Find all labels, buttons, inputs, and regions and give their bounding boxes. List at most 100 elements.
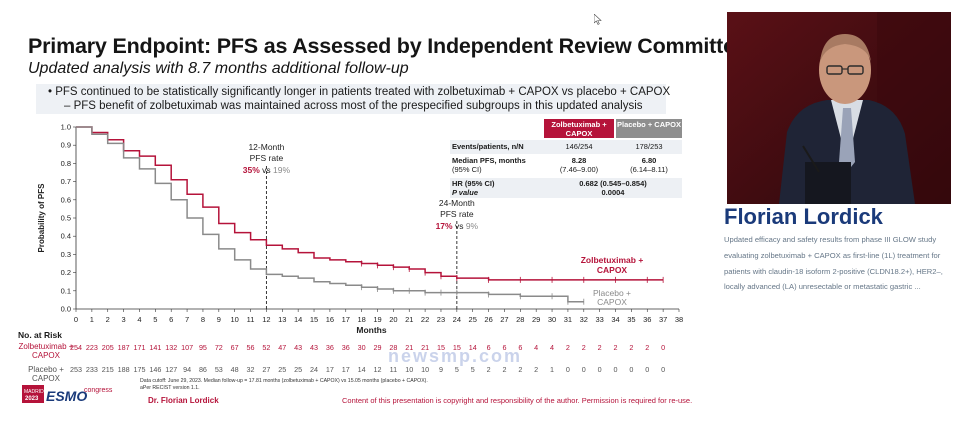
talk-description: Updated efficacy and safety results from… [724,235,943,292]
risk-value-placebo: 2 [487,365,491,374]
annotation-12m-vs: vs [262,165,273,175]
series-label-zolbetuximab: Zolbetuximab + [581,255,644,265]
x-tick-label: 27 [500,315,508,324]
watermark: newsmp.com [388,346,523,366]
risk-value-placebo: 215 [102,365,114,374]
y-tick-label: 0.0 [61,305,71,314]
x-tick-label: 2 [106,315,110,324]
x-axis-title: Months [356,325,386,335]
mouse-cursor-icon [594,14,602,25]
risk-label-placebo-2: CAPOX [32,374,61,383]
risk-value-zolbetuximab: 36 [342,343,350,352]
x-tick-label: 11 [247,315,255,324]
risk-value-placebo: 17 [326,365,334,374]
table-head-placebo: Placebo + CAPOX [616,119,682,138]
risk-value-zolbetuximab: 141 [149,343,161,352]
risk-value-zolbetuximab: 21 [421,343,429,352]
svg-text:ESMO: ESMO [46,388,87,404]
risk-value-placebo: 27 [262,365,270,374]
risk-value-placebo: 10 [405,365,413,374]
risk-value-placebo: 94 [183,365,191,374]
series-line-zolbetuximab [76,126,664,281]
presenter-name: Dr. Florian Lordick [148,396,219,405]
annotation-24m-zolbe: 17% [436,221,455,231]
svg-text:MADRID: MADRID [24,389,44,395]
x-tick-label: 6 [169,315,173,324]
x-tick-label: 32 [580,315,588,324]
risk-value-zolbetuximab: 4 [534,343,538,352]
table-row-hr: HR (95% CI) P value 0.682 (0.545–0.854) 0.… [450,178,682,198]
risk-value-zolbetuximab: 43 [310,343,318,352]
y-tick-label: 0.7 [61,177,71,186]
x-tick-label: 18 [357,315,365,324]
x-tick-label: 36 [643,315,651,324]
copyright-note: Content of this presentation is copyrigh… [342,396,693,405]
risk-label-placebo: Placebo + [28,365,64,374]
risk-value-zolbetuximab: 29 [374,343,382,352]
risk-value-placebo: 0 [614,365,618,374]
annotation-24m-title: 24-Month [439,198,475,208]
risk-header: No. at Risk [18,330,62,340]
risk-value-placebo: 24 [310,365,318,374]
risk-value-zolbetuximab: 52 [262,343,270,352]
x-tick-label: 29 [532,315,540,324]
annotation-12m-zolbe: 35% [243,165,262,175]
risk-value-zolbetuximab: 107 [181,343,193,352]
footnote: Data cutoff: June 29, 2023. Median follo… [140,378,428,391]
x-tick-label: 35 [627,315,635,324]
x-tick-label: 24 [453,315,461,324]
risk-value-placebo: 0 [598,365,602,374]
risk-value-placebo: 10 [421,365,429,374]
risk-value-placebo: 17 [342,365,350,374]
risk-value-zolbetuximab: 223 [86,343,98,352]
x-tick-label: 8 [201,315,205,324]
x-tick-label: 12 [262,315,270,324]
risk-value-placebo: 0 [661,365,665,374]
risk-value-placebo: 146 [149,365,161,374]
x-tick-label: 0 [74,315,78,324]
risk-value-zolbetuximab: 6 [518,343,522,352]
x-tick-label: 37 [659,315,667,324]
risk-value-placebo: 48 [231,365,239,374]
risk-value-zolbetuximab: 6 [502,343,506,352]
x-tick-label: 7 [185,315,189,324]
y-tick-label: 0.1 [61,286,71,295]
risk-value-zolbetuximab: 2 [598,343,602,352]
slide-title: Primary Endpoint: PFS as Assessed by Ind… [28,34,753,59]
x-tick-label: 17 [342,315,350,324]
risk-value-zolbetuximab: 2 [629,343,633,352]
x-tick-label: 38 [675,315,683,324]
risk-value-placebo: 175 [133,365,145,374]
x-tick-label: 10 [231,315,239,324]
risk-value-zolbetuximab: 2 [645,343,649,352]
risk-value-zolbetuximab: 21 [405,343,413,352]
y-tick-label: 0.2 [61,268,71,277]
y-tick-label: 0.8 [61,159,71,168]
risk-value-placebo: 5 [455,365,459,374]
risk-value-placebo: 12 [374,365,382,374]
risk-value-placebo: 11 [390,365,397,374]
risk-value-placebo: 0 [629,365,633,374]
risk-value-placebo: 253 [70,365,82,374]
x-tick-label: 1 [90,315,94,324]
risk-value-zolbetuximab: 4 [550,343,554,352]
risk-value-placebo: 14 [358,365,366,374]
x-tick-label: 9 [217,315,221,324]
risk-value-placebo: 127 [165,365,177,374]
x-tick-label: 28 [516,315,524,324]
bullet-box [36,84,666,114]
x-tick-label: 15 [310,315,318,324]
table-row-events: Events/patients, n/N 146/254 178/253 [450,140,682,154]
risk-value-placebo: 1 [550,365,554,374]
series-label-placebo-2: CAPOX [597,297,627,307]
speaker-name: Florian Lordick [724,204,883,229]
y-tick-label: 0.9 [61,141,71,150]
series-label-placebo: Placebo + [593,288,631,298]
annotation-24m-sub: PFS rate [440,209,474,219]
risk-value-placebo: 188 [118,365,130,374]
esmo-logo: MADRID 2023 ESMO congress [22,385,113,404]
x-tick-label: 23 [437,315,445,324]
y-tick-label: 0.4 [61,232,71,241]
x-tick-label: 19 [373,315,381,324]
